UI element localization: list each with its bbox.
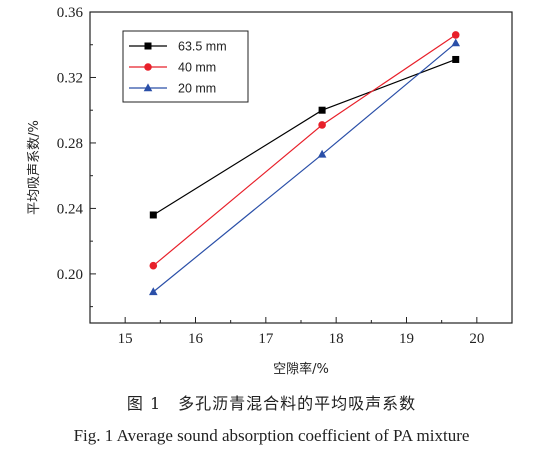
legend-label: 20 mm: [178, 82, 216, 96]
data-point: [149, 211, 157, 219]
data-point: [149, 261, 158, 270]
x-tick-label: 16: [188, 331, 204, 347]
x-tick-label: 17: [258, 331, 274, 347]
legend-label: 63.5 mm: [178, 40, 227, 54]
x-tick-label: 19: [399, 331, 414, 347]
series-layer: [149, 31, 461, 296]
data-point: [451, 38, 461, 47]
data-point: [318, 121, 326, 129]
y-tick-label: 0.20: [57, 267, 83, 283]
data-point: [317, 149, 327, 158]
figure-caption-english: Fig. 1 Average sound absorption coeffici…: [73, 426, 470, 445]
chart: 15 16 17 18 19 20 0.20 0.24 0.28 0.32 0.36 63.5 m…: [27, 5, 513, 377]
legend: 63.5 mm 40 mm 20 mm: [122, 30, 249, 103]
series-1: [149, 31, 460, 270]
legend-marker: [144, 42, 152, 50]
data-point: [149, 287, 158, 296]
y-axis: 0.20 0.24 0.28 0.32 0.36: [57, 5, 96, 308]
x-axis-label: 空隙率/%: [273, 361, 329, 377]
figure-caption-chinese: 图 1 多孔沥青混合料的平均吸声系数: [126, 394, 417, 413]
x-tick-label: 15: [118, 331, 133, 347]
legend-marker: [144, 63, 152, 71]
y-tick-label: 0.36: [57, 5, 84, 21]
y-tick-label: 0.28: [57, 136, 83, 152]
y-axis-label: 平均吸声系数/%: [27, 120, 42, 215]
data-point: [452, 55, 460, 63]
legend-marker: [143, 83, 153, 92]
y-tick-label: 0.32: [57, 70, 83, 86]
y-tick-label: 0.24: [57, 201, 84, 217]
series-0: [149, 55, 460, 219]
x-axis: 15 16 17 18 19 20: [118, 317, 484, 347]
data-point: [318, 106, 326, 114]
legend-label: 40 mm: [178, 61, 216, 75]
series-2: [149, 38, 461, 296]
data-point: [451, 31, 460, 39]
x-tick-label: 18: [329, 331, 344, 347]
x-tick-label: 20: [469, 331, 484, 347]
